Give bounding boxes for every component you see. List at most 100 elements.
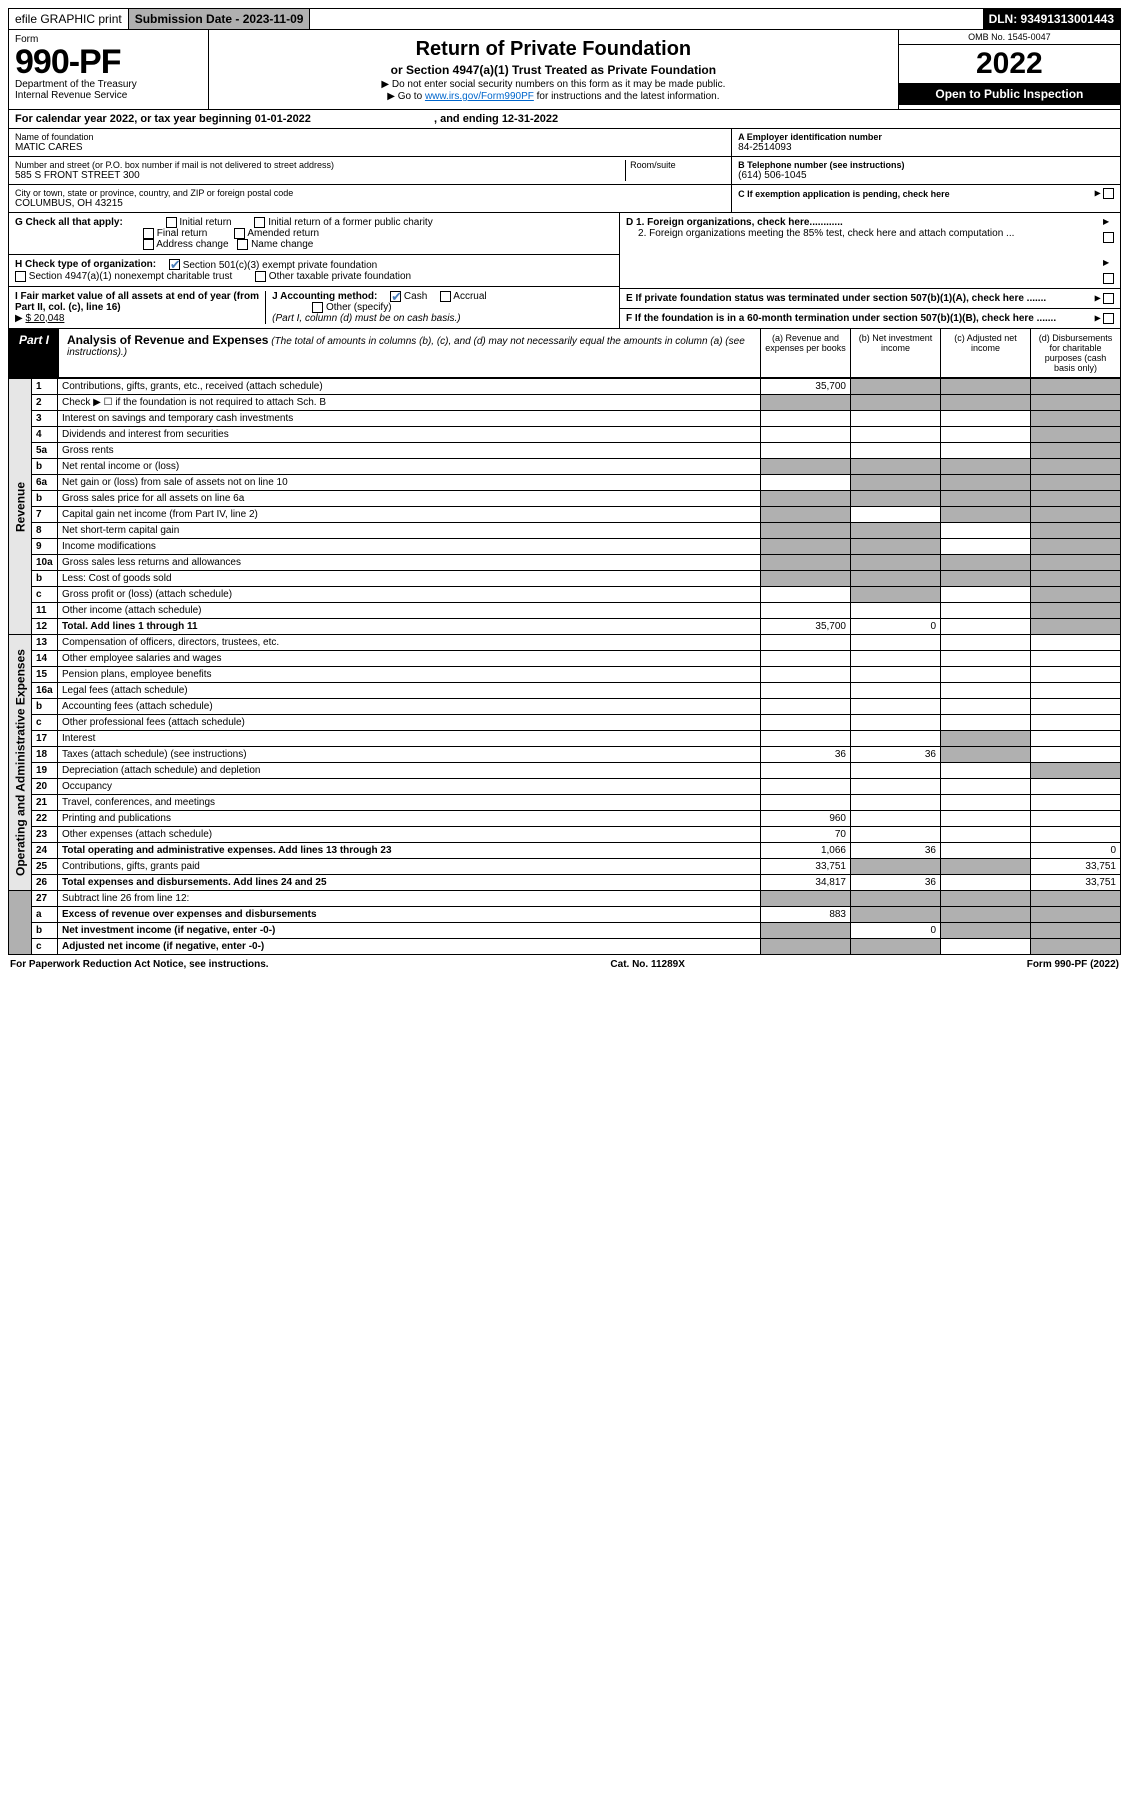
j-other-checkbox[interactable] (312, 302, 323, 313)
efile-label: efile GRAPHIC print (9, 9, 129, 29)
table-row: 7Capital gain net income (from Part IV, … (9, 507, 1121, 523)
table-row: 27Subtract line 26 from line 12: (9, 891, 1121, 907)
city-state-zip: COLUMBUS, OH 43215 (15, 198, 725, 209)
table-row: bGross sales price for all assets on lin… (9, 491, 1121, 507)
table-row: 19Depreciation (attach schedule) and dep… (9, 763, 1121, 779)
h-501c3-checkbox[interactable] (169, 259, 180, 270)
h-other-checkbox[interactable] (255, 271, 266, 282)
table-row: 11Other income (attach schedule) (9, 603, 1121, 619)
phone-value: (614) 506-1045 (738, 170, 1114, 181)
top-bar: efile GRAPHIC print Submission Date - 20… (8, 8, 1121, 30)
table-row: 18Taxes (attach schedule) (see instructi… (9, 747, 1121, 763)
fmv-value: $ 20,048 (25, 313, 64, 324)
expenses-sidebar: Operating and Administrative Expenses (9, 635, 32, 891)
footer-center: Cat. No. 11289X (610, 959, 684, 970)
col-d-header: (d) Disbursements for charitable purpose… (1030, 329, 1120, 377)
note-goto: ▶ Go to www.irs.gov/Form990PF for instru… (213, 91, 894, 102)
g-final-checkbox[interactable] (143, 228, 154, 239)
table-row: aExcess of revenue over expenses and dis… (9, 907, 1121, 923)
calendar-year-row: For calendar year 2022, or tax year begi… (8, 110, 1121, 129)
irs-link[interactable]: www.irs.gov/Form990PF (425, 91, 534, 102)
form-header: Form 990-PF Department of the Treasury I… (8, 30, 1121, 110)
name-label: Name of foundation (15, 132, 725, 142)
table-row: bNet investment income (if negative, ent… (9, 923, 1121, 939)
table-row: 24Total operating and administrative exp… (9, 843, 1121, 859)
table-row: 26Total expenses and disbursements. Add … (9, 875, 1121, 891)
revenue-sidebar: Revenue (9, 379, 32, 635)
i-j-row: I Fair market value of all assets at end… (9, 287, 619, 328)
part-1-header: Part I Analysis of Revenue and Expenses … (8, 329, 1121, 378)
table-row: cAdjusted net income (if negative, enter… (9, 939, 1121, 955)
col-a-header: (a) Revenue and expenses per books (760, 329, 850, 377)
table-row: 6aNet gain or (loss) from sale of assets… (9, 475, 1121, 491)
table-row: 21Travel, conferences, and meetings (9, 795, 1121, 811)
g-amended-checkbox[interactable] (234, 228, 245, 239)
table-row: 4Dividends and interest from securities (9, 427, 1121, 443)
table-row: cGross profit or (loss) (attach schedule… (9, 587, 1121, 603)
table-row: Revenue 1 Contributions, gifts, grants, … (9, 379, 1121, 395)
room-label: Room/suite (630, 160, 725, 170)
d2-checkbox[interactable] (1103, 273, 1114, 284)
table-row: 23Other expenses (attach schedule)70 (9, 827, 1121, 843)
table-row: bLess: Cost of goods sold (9, 571, 1121, 587)
table-row: 9Income modifications (9, 539, 1121, 555)
h-row: H Check type of organization: Section 50… (9, 255, 619, 286)
ein-label: A Employer identification number (738, 132, 1114, 142)
entity-info: Name of foundation MATIC CARES Number an… (8, 129, 1121, 213)
table-row: 25Contributions, gifts, grants paid33,75… (9, 859, 1121, 875)
ghi-section: G Check all that apply: Initial return I… (8, 213, 1121, 329)
dept-line-1: Department of the Treasury (15, 79, 202, 90)
h-4947-checkbox[interactable] (15, 271, 26, 282)
c-label: C If exemption application is pending, c… (738, 189, 950, 199)
table-row: 17Interest (9, 731, 1121, 747)
col-c-header: (c) Adjusted net income (940, 329, 1030, 377)
c-checkbox[interactable] (1103, 188, 1114, 199)
table-row: cOther professional fees (attach schedul… (9, 715, 1121, 731)
j-accrual-checkbox[interactable] (440, 291, 451, 302)
tax-year: 2022 (899, 45, 1120, 83)
phone-label: B Telephone number (see instructions) (738, 160, 1114, 170)
ein-value: 84-2514093 (738, 142, 1114, 153)
dept-line-2: Internal Revenue Service (15, 90, 202, 101)
table-row: 20Occupancy (9, 779, 1121, 795)
col-b-header: (b) Net investment income (850, 329, 940, 377)
table-row: bAccounting fees (attach schedule) (9, 699, 1121, 715)
open-inspection: Open to Public Inspection (899, 83, 1120, 105)
g-former-checkbox[interactable] (254, 217, 265, 228)
street-address: 585 S FRONT STREET 300 (15, 170, 625, 181)
table-row: 8Net short-term capital gain (9, 523, 1121, 539)
dln: DLN: 93491313001443 (983, 9, 1120, 29)
table-row: Operating and Administrative Expenses 13… (9, 635, 1121, 651)
footer-right: Form 990-PF (2022) (1027, 959, 1119, 970)
f-checkbox[interactable] (1103, 313, 1114, 324)
table-row: 10aGross sales less returns and allowanc… (9, 555, 1121, 571)
part-1-table: Revenue 1 Contributions, gifts, grants, … (8, 378, 1121, 955)
table-row: 22Printing and publications960 (9, 811, 1121, 827)
city-label: City or town, state or province, country… (15, 188, 725, 198)
g-row: G Check all that apply: Initial return I… (9, 213, 619, 255)
e-checkbox[interactable] (1103, 293, 1114, 304)
j-cash-checkbox[interactable] (390, 291, 401, 302)
g-address-checkbox[interactable] (143, 239, 154, 250)
table-row: 15Pension plans, employee benefits (9, 667, 1121, 683)
form-title: Return of Private Foundation (213, 38, 894, 61)
note-ssn: ▶ Do not enter social security numbers o… (213, 79, 894, 90)
g-initial-checkbox[interactable] (166, 217, 177, 228)
foundation-name: MATIC CARES (15, 142, 725, 153)
d1-checkbox[interactable] (1103, 232, 1114, 243)
table-row: 12Total. Add lines 1 through 1135,7000 (9, 619, 1121, 635)
table-row: bNet rental income or (loss) (9, 459, 1121, 475)
footer-left: For Paperwork Reduction Act Notice, see … (10, 959, 269, 970)
form-subtitle: or Section 4947(a)(1) Trust Treated as P… (213, 63, 894, 77)
g-name-checkbox[interactable] (237, 239, 248, 250)
table-row: 3Interest on savings and temporary cash … (9, 411, 1121, 427)
table-row: 14Other employee salaries and wages (9, 651, 1121, 667)
form-number: 990-PF (15, 45, 202, 79)
table-row: 5aGross rents (9, 443, 1121, 459)
addr-label: Number and street (or P.O. box number if… (15, 160, 625, 170)
omb-number: OMB No. 1545-0047 (899, 30, 1120, 45)
table-row: 2Check ▶ ☐ if the foundation is not requ… (9, 395, 1121, 411)
page-footer: For Paperwork Reduction Act Notice, see … (8, 955, 1121, 974)
submission-date: Submission Date - 2023-11-09 (129, 9, 311, 29)
table-row: 16aLegal fees (attach schedule) (9, 683, 1121, 699)
